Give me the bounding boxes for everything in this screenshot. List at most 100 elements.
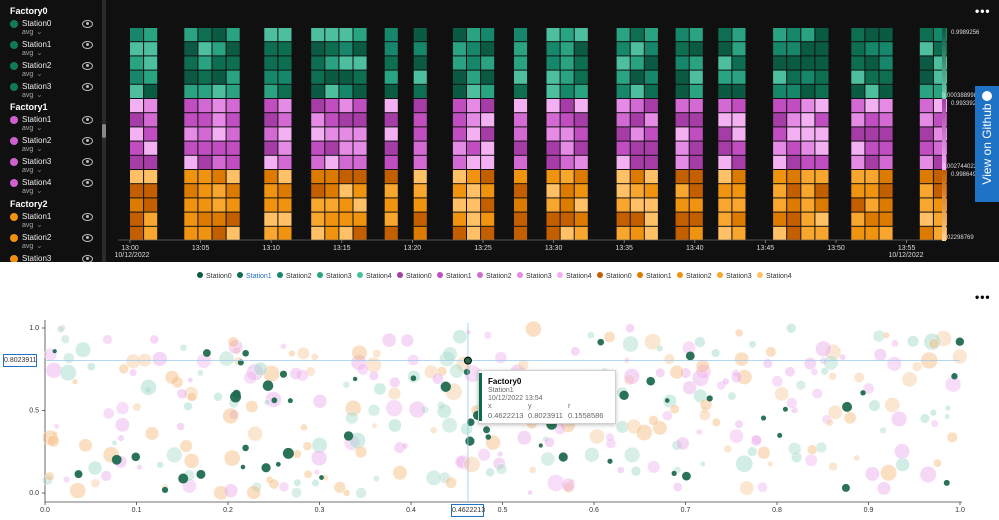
eye-icon[interactable]: [82, 179, 93, 187]
scatter-point: [757, 481, 768, 493]
scatter-point: [828, 462, 838, 472]
station-item[interactable]: Station1 avg ⌄: [10, 114, 102, 134]
chevron-down-icon[interactable]: ⌄: [36, 241, 43, 250]
scatter-point: [907, 335, 920, 348]
more-options-button-top[interactable]: •••: [975, 4, 991, 18]
heatmap-cell: [413, 198, 427, 212]
chevron-down-icon[interactable]: ⌄: [36, 144, 43, 153]
scatter-point: [912, 361, 923, 372]
time-tick-label: 13:40: [686, 245, 704, 252]
chevron-down-icon[interactable]: ⌄: [36, 220, 43, 229]
scatter-point: [42, 429, 59, 446]
chevron-down-icon[interactable]: ⌄: [36, 48, 43, 57]
station-item[interactable]: Station2 avg ⌄: [10, 60, 102, 80]
station-item[interactable]: Station2 avg ⌄: [10, 135, 102, 155]
heatmap-cell: [718, 28, 732, 42]
eye-icon[interactable]: [82, 20, 93, 28]
scatter-point: [584, 447, 600, 463]
station-item[interactable]: Station1 avg ⌄: [10, 211, 102, 231]
view-on-github-button[interactable]: View on Github: [975, 86, 999, 202]
legend-label: Station3: [526, 273, 552, 280]
station-name: Station2: [22, 233, 52, 242]
station-item[interactable]: Station4 avg ⌄: [10, 177, 102, 197]
time-tick-label: 13:15: [333, 245, 351, 252]
scatter-point: [747, 446, 758, 457]
eye-icon[interactable]: [82, 83, 93, 91]
time-tick-label: 13:55: [898, 245, 916, 252]
heatmap-cell: [560, 113, 574, 127]
heatmap-cell: [467, 56, 481, 70]
chevron-down-icon[interactable]: ⌄: [36, 27, 43, 36]
heatmap-cell: [278, 84, 292, 98]
heatmap-cell: [384, 212, 398, 226]
eye-icon[interactable]: [82, 41, 93, 49]
heatmap-cell: [879, 141, 893, 155]
station-item[interactable]: Station1 avg ⌄: [10, 39, 102, 59]
scatter-point: [630, 466, 642, 477]
scatter-point: [616, 386, 628, 399]
heatmap-cell: [514, 70, 528, 84]
scatter-point: [853, 454, 861, 462]
scatter-legend: Station0 Station1 Station2 Station3 Station4…: [197, 272, 792, 280]
station-item[interactable]: Station2 avg ⌄: [10, 232, 102, 252]
heatmap-cell: [198, 198, 212, 212]
heatmap-cell: [630, 28, 644, 42]
heatmap-cell: [675, 56, 689, 70]
scatter-point: [117, 434, 125, 442]
chevron-down-icon[interactable]: ⌄: [36, 90, 43, 99]
aggregation-label: avg: [22, 92, 34, 99]
station-color-dot: [10, 179, 18, 187]
scatter-point-selected: [240, 464, 246, 470]
eye-icon[interactable]: [82, 213, 93, 221]
heatmap-cell: [311, 141, 325, 155]
sidebar-scroll-thumb[interactable]: [102, 124, 106, 138]
chevron-down-icon[interactable]: ⌄: [36, 186, 43, 195]
eye-icon[interactable]: [82, 62, 93, 70]
eye-icon[interactable]: [82, 234, 93, 242]
scatter-point: [311, 449, 328, 466]
chevron-down-icon[interactable]: ⌄: [36, 165, 43, 174]
more-options-button-bottom[interactable]: •••: [975, 290, 991, 304]
heatmap-cell: [325, 226, 339, 240]
heatmap-cell: [560, 56, 574, 70]
eye-icon[interactable]: [82, 158, 93, 166]
scatter-point: [100, 470, 112, 482]
heatmap-cell: [718, 70, 732, 84]
heatmap-cell: [574, 127, 588, 141]
eye-icon[interactable]: [82, 255, 93, 262]
scatter-point: [436, 401, 445, 410]
station-color-dot: [10, 116, 18, 124]
station-item[interactable]: Station0 avg ⌄: [10, 18, 102, 38]
chevron-down-icon[interactable]: ⌄: [36, 69, 43, 78]
heatmap-cell: [514, 28, 528, 42]
heatmap-cell: [546, 113, 560, 127]
scatter-point-selected: [319, 475, 324, 480]
scatter-point: [424, 364, 439, 379]
heatmap-cell: [184, 141, 198, 155]
scatter-point: [311, 437, 328, 454]
station-color-dot: [10, 62, 18, 70]
heatmap-cell: [353, 113, 367, 127]
heatmap-cell: [413, 127, 427, 141]
scatter-point-selected: [440, 381, 451, 392]
heatmap-cell: [675, 212, 689, 226]
heatmap-cell: [144, 212, 158, 226]
chevron-down-icon[interactable]: ⌄: [36, 123, 43, 132]
eye-icon[interactable]: [82, 116, 93, 124]
heatmap-cell: [851, 70, 865, 84]
heatmap-cell: [851, 155, 865, 169]
eye-icon[interactable]: [82, 137, 93, 145]
heatmap-cell: [384, 198, 398, 212]
heatmap-cell: [574, 170, 588, 184]
scatter-point: [114, 455, 127, 469]
heatmap-cell: [264, 84, 278, 98]
heatmap-cell: [514, 113, 528, 127]
x-tick-label: 0.4: [406, 507, 416, 514]
heatmap-cell: [801, 113, 815, 127]
heatmap-cell: [616, 28, 630, 42]
scatter-point: [90, 478, 100, 488]
heatmap-cell: [732, 155, 746, 169]
